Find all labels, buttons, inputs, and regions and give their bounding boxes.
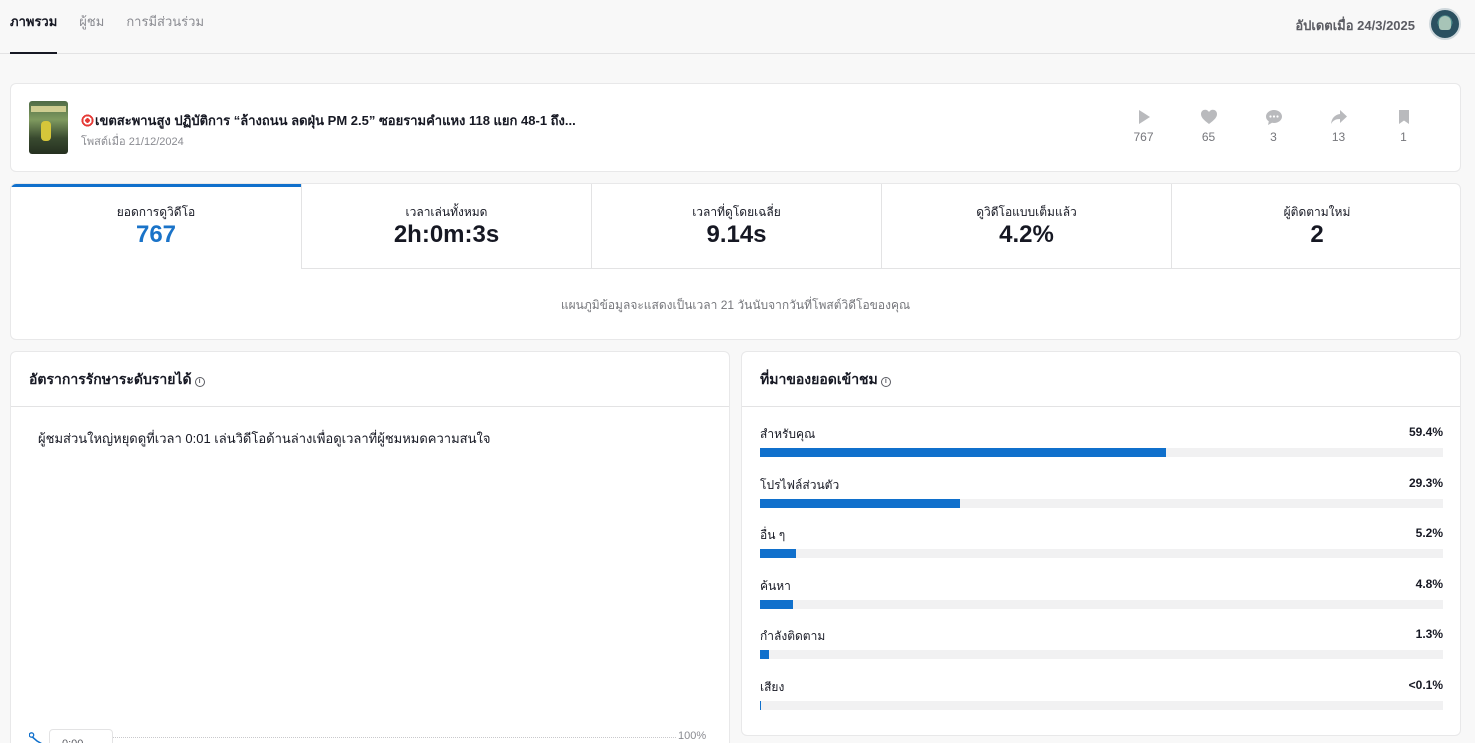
traffic-source-name: เสียง <box>760 679 785 694</box>
heart-icon <box>1200 109 1217 124</box>
video-posted-date: โพสต์เมื่อ 21/12/2024 <box>81 136 184 148</box>
stat-views-value: 767 <box>1133 130 1154 144</box>
metric-label: ยอดการดูวิดีโอ <box>116 205 196 219</box>
traffic-source-bar-track <box>760 599 1443 609</box>
metric-average-watch-time[interactable]: เวลาที่ดูโดยเฉลี่ย 9.14s <box>591 184 881 269</box>
bookmark-icon <box>1398 110 1409 124</box>
traffic-header: ที่มาของยอดเข้าชม i <box>742 352 1460 407</box>
metrics-card: ยอดการดูวิดีโอ 767 เวลาเล่นทั้งหมด 2h:0m… <box>10 183 1461 340</box>
traffic-source-row: อื่น ๆ 5.2% <box>760 526 1443 577</box>
traffic-source-row: โปรไฟล์ส่วนตัว 29.3% <box>760 476 1443 527</box>
info-icon[interactable]: i <box>880 377 891 387</box>
retention-title: อัตราการรักษาระดับรายได้ <box>29 371 192 387</box>
traffic-source-percent: <0.1% <box>1408 677 1443 692</box>
video-title: เขตสะพานสูง ปฏิบัติการ “ล้างถนน ลดฝุ่น P… <box>95 113 576 128</box>
tab-viewers[interactable]: ผู้ชม <box>79 14 105 29</box>
tab-overview[interactable]: ภาพรวม <box>10 0 58 54</box>
stat-saves: 1 <box>1371 108 1436 144</box>
retention-summary: ผู้ชมส่วนใหญ่หยุดดูที่เวลา 0:01 เล่นวิดี… <box>38 431 491 446</box>
video-title-row: เขตสะพานสูง ปฏิบัติการ “ล้างถนน ลดฝุ่น P… <box>81 110 576 131</box>
traffic-source-percent: 29.3% <box>1408 475 1443 490</box>
traffic-source-row: เสียง <0.1% <box>760 678 1443 729</box>
retention-header: อัตราการรักษาระดับรายได้ i <box>11 352 729 407</box>
traffic-source-name: สำหรับคุณ <box>760 427 816 441</box>
metric-total-play-time[interactable]: เวลาเล่นทั้งหมด 2h:0m:3s <box>301 184 591 269</box>
metric-value: 767 <box>135 221 177 248</box>
stat-comments: 3 <box>1241 108 1306 144</box>
retention-tooltip: 0:00 <box>49 729 113 743</box>
target-emoji-icon <box>81 114 94 127</box>
play-icon <box>1138 110 1150 124</box>
avatar[interactable] <box>1429 8 1461 40</box>
traffic-source-bar-track <box>760 498 1443 508</box>
metric-label: เวลาที่ดูโดยเฉลี่ย <box>692 205 781 219</box>
traffic-title: ที่มาของยอดเข้าชม <box>760 371 878 387</box>
stat-views: 767 <box>1111 108 1176 144</box>
traffic-source-bar-fill <box>760 498 961 508</box>
traffic-source-bar-fill <box>760 549 796 559</box>
info-icon[interactable]: i <box>194 377 205 387</box>
traffic-source-percent: 5.2% <box>1415 526 1443 541</box>
stat-shares-value: 13 <box>1331 130 1346 144</box>
traffic-source-name: กำลังติดตาม <box>760 629 826 644</box>
traffic-source-name: ค้นหา <box>760 578 791 593</box>
metrics-tabs: ยอดการดูวิดีโอ 767 เวลาเล่นทั้งหมด 2h:0m… <box>11 184 1460 269</box>
traffic-source-name: อื่น ๆ <box>760 528 786 543</box>
metric-label: เวลาเล่นทั้งหมด <box>405 205 488 219</box>
traffic-source-percent: 59.4% <box>1408 425 1443 439</box>
traffic-source-bar-fill <box>760 448 1166 457</box>
stat-likes-value: 65 <box>1201 130 1216 144</box>
nav-tabs: ภาพรวม ผู้ชม การมีส่วนร่วม <box>10 0 226 54</box>
traffic-source-row: ค้นหา 4.8% <box>760 577 1443 628</box>
top-nav: ภาพรวม ผู้ชม การมีส่วนร่วม อัปเดตเมื่อ 2… <box>0 0 1475 54</box>
video-stats: 767 65 3 13 1 <box>1111 108 1436 144</box>
traffic-source-list: สำหรับคุณ 59.4% โปรไฟล์ส่วนตัว 29.3% อื่น ๆ 5… <box>760 425 1443 729</box>
metric-video-views[interactable]: ยอดการดูวิดีโอ 767 <box>11 184 301 269</box>
traffic-source-bar-track <box>760 549 1443 559</box>
stat-comments-value: 3 <box>1270 130 1277 144</box>
traffic-source-name: โปรไฟล์ส่วนตัว <box>760 477 840 492</box>
traffic-source-bar-track <box>760 448 1443 457</box>
metric-value: 2 <box>1310 221 1324 248</box>
metric-label: ผู้ติดตามใหม่ <box>1283 205 1351 219</box>
stat-shares: 13 <box>1306 108 1371 144</box>
metric-new-followers[interactable]: ผู้ติดตามใหม่ 2 <box>1171 184 1460 269</box>
traffic-source-bar-track <box>760 700 1443 710</box>
traffic-source-percent: 4.8% <box>1415 576 1443 591</box>
metric-value: 4.2% <box>999 221 1054 248</box>
traffic-source-bar-track <box>760 650 1443 660</box>
retention-chart-gridline <box>71 737 676 738</box>
metrics-note: แผนภูมิข้อมูลจะแสดงเป็นเวลา 21 วันนับจาก… <box>560 298 911 312</box>
retention-axis-max: 100% <box>678 730 707 742</box>
traffic-source-percent: 1.3% <box>1415 627 1443 642</box>
share-icon <box>1330 110 1347 124</box>
stat-saves-value: 1 <box>1400 130 1407 144</box>
metric-watched-full-video[interactable]: ดูวิดีโอแบบเต็มแล้ว 4.2% <box>881 184 1171 269</box>
traffic-source-card: ที่มาของยอดเข้าชม i สำหรับคุณ 59.4% โปรไฟล์… <box>741 351 1461 736</box>
video-card: เขตสะพานสูง ปฏิบัติการ “ล้างถนน ลดฝุ่น P… <box>10 83 1461 172</box>
retention-curve-marker-icon <box>29 732 43 743</box>
traffic-source-bar-fill <box>760 650 769 660</box>
video-thumbnail[interactable] <box>29 101 68 154</box>
metric-value: 9.14s <box>706 221 767 248</box>
retention-card: อัตราการรักษาระดับรายได้ i ผู้ชมส่วนใหญ่ห… <box>10 351 730 743</box>
metric-label: ดูวิดีโอแบบเต็มแล้ว <box>976 205 1077 219</box>
metric-value: 2h:0m:3s <box>393 221 500 248</box>
updated-date: อัปเดตเมื่อ 24/3/2025 <box>1295 18 1415 33</box>
traffic-source-row: กำลังติดตาม 1.3% <box>760 627 1443 678</box>
stat-likes: 65 <box>1176 108 1241 144</box>
comment-icon <box>1265 110 1282 125</box>
tab-engagement[interactable]: การมีส่วนร่วม <box>126 14 205 29</box>
traffic-source-bar-fill <box>760 599 793 609</box>
traffic-source-row: สำหรับคุณ 59.4% <box>760 425 1443 476</box>
